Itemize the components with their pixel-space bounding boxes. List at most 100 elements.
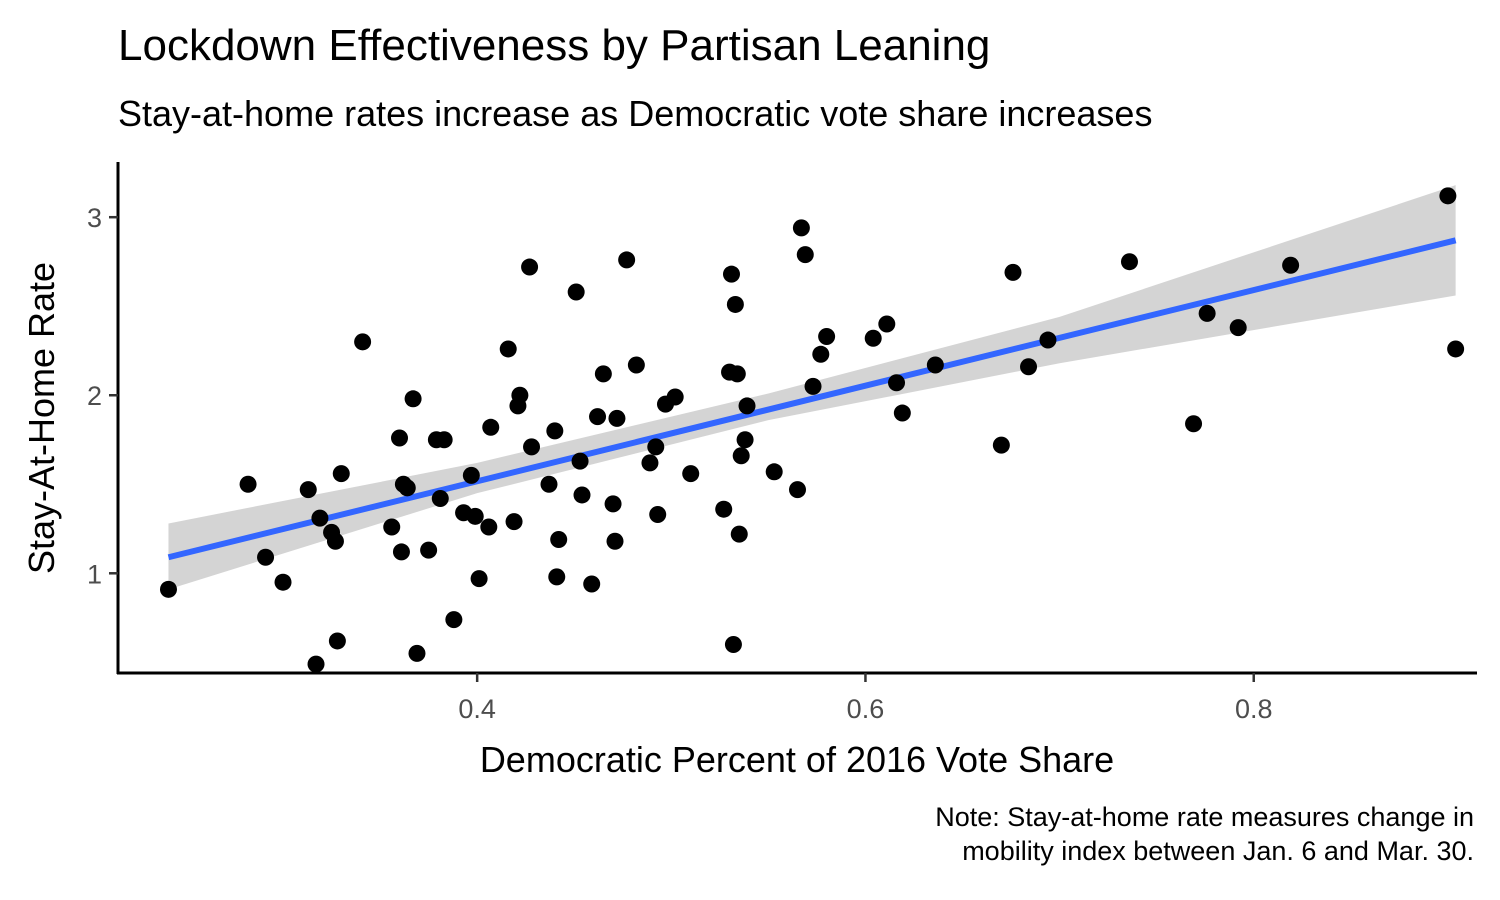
- data-point: [392, 543, 410, 561]
- data-point: [311, 509, 329, 527]
- data-point: [726, 295, 744, 313]
- data-point: [1198, 304, 1216, 322]
- data-point: [789, 481, 806, 499]
- data-point: [1004, 263, 1022, 281]
- data-point: [480, 518, 498, 536]
- data-point: [878, 315, 896, 333]
- data-point: [431, 490, 449, 508]
- data-point: [1039, 331, 1057, 349]
- data-point: [1185, 415, 1203, 433]
- data-point: [299, 481, 317, 499]
- data-point: [724, 636, 742, 654]
- data-point: [608, 409, 626, 427]
- data-point: [1020, 358, 1038, 376]
- data-point: [732, 447, 750, 465]
- data-point: [398, 479, 416, 497]
- data-point: [812, 345, 830, 363]
- data-point: [604, 495, 622, 513]
- data-point: [326, 532, 344, 550]
- data-point: [649, 506, 667, 524]
- data-point: [818, 327, 836, 345]
- data-point: [499, 340, 517, 358]
- data-point: [546, 422, 564, 440]
- chart-subtitle: Stay-at-home rates increase as Democrati…: [118, 93, 1153, 134]
- data-point: [1447, 340, 1465, 358]
- data-point: [462, 466, 480, 484]
- data-point: [641, 454, 659, 472]
- data-point: [540, 475, 558, 493]
- data-point: [571, 452, 589, 470]
- data-point: [383, 518, 401, 536]
- data-point: [573, 486, 591, 504]
- data-point: [435, 431, 453, 449]
- data-point: [482, 418, 500, 436]
- data-point: [728, 365, 746, 383]
- y-tick-label: 3: [87, 203, 102, 233]
- data-point: [804, 377, 822, 395]
- data-point: [736, 431, 754, 449]
- data-point: [606, 532, 624, 550]
- data-point: [1229, 319, 1247, 337]
- data-point: [274, 573, 292, 591]
- caption-line-2: mobility index between Jan. 6 and Mar. 3…: [962, 836, 1474, 866]
- data-point: [888, 374, 906, 392]
- x-tick-label: 0.6: [847, 694, 885, 724]
- data-point: [893, 404, 911, 422]
- data-point: [864, 329, 882, 347]
- data-point: [926, 356, 944, 374]
- data-point: [715, 500, 733, 518]
- regression-line: [167, 237, 1457, 561]
- data-point: [738, 397, 756, 415]
- data-point: [511, 386, 529, 404]
- data-point: [765, 463, 783, 481]
- caption-line-1: Note: Stay-at-home rate measures change …: [935, 802, 1474, 832]
- data-point: [583, 575, 601, 593]
- data-point: [647, 438, 665, 456]
- data-point: [550, 530, 568, 548]
- chart-caption: Note: Stay-at-home rate measures change …: [935, 800, 1474, 868]
- data-point: [505, 513, 523, 531]
- axes-layer: 0.4 0.6 0.8 1 2 3: [87, 162, 1477, 724]
- data-point: [682, 465, 700, 483]
- y-axis-title: Stay-At-Home Rate: [21, 262, 62, 574]
- chart-title: Lockdown Effectiveness by Partisan Leani…: [118, 21, 991, 70]
- data-point: [548, 568, 566, 586]
- data-point: [354, 333, 372, 351]
- data-point: [408, 644, 426, 662]
- y-tick-label: 1: [87, 559, 102, 589]
- data-point: [1120, 253, 1138, 271]
- data-point: [404, 390, 422, 408]
- data-point: [730, 525, 748, 543]
- data-point: [445, 611, 463, 629]
- data-point: [594, 365, 612, 383]
- data-point: [159, 580, 177, 598]
- data-point: [589, 408, 607, 426]
- x-tick-label: 0.8: [1235, 694, 1273, 724]
- data-point: [666, 388, 684, 406]
- data-point: [328, 632, 346, 650]
- x-tick-label: 0.4: [458, 694, 496, 724]
- data-point: [796, 246, 814, 264]
- data-point: [992, 436, 1010, 454]
- data-point: [1282, 256, 1300, 274]
- points-layer: [159, 187, 1465, 673]
- data-point: [466, 507, 484, 525]
- data-point: [1439, 187, 1457, 205]
- data-point: [627, 356, 645, 374]
- data-point: [420, 541, 438, 559]
- data-point: [257, 548, 275, 566]
- y-tick-label: 2: [87, 381, 102, 411]
- data-point: [307, 655, 325, 673]
- data-point: [618, 251, 636, 269]
- data-point: [567, 283, 585, 301]
- fit-line-layer: [167, 237, 1457, 561]
- data-point: [523, 438, 541, 456]
- data-point: [332, 465, 350, 483]
- data-point: [792, 219, 810, 237]
- data-point: [239, 475, 257, 493]
- x-axis-title: Democratic Percent of 2016 Vote Share: [480, 739, 1114, 780]
- data-point: [470, 570, 488, 588]
- data-point: [722, 265, 740, 283]
- data-point: [521, 258, 539, 276]
